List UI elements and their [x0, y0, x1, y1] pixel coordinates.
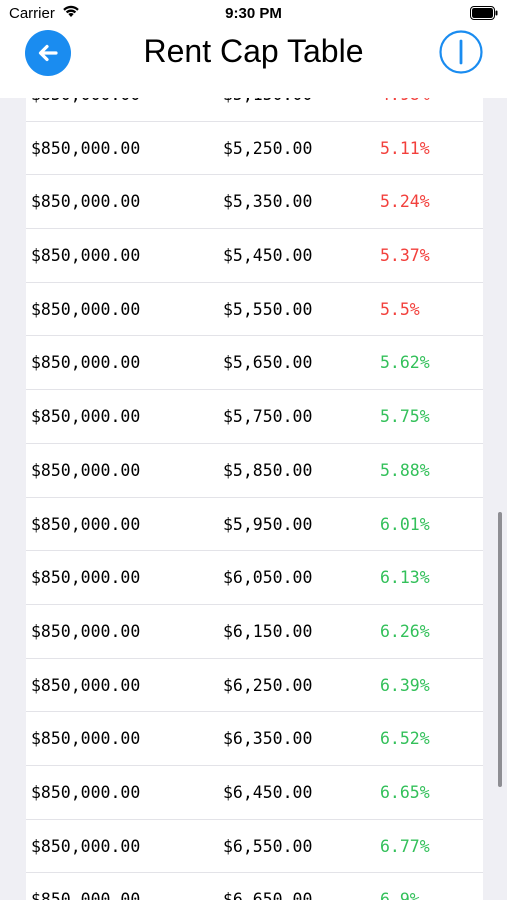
carrier-label: Carrier: [9, 5, 55, 22]
price-cell: $850,000.00: [31, 675, 141, 695]
rent-cell: $5,650.00: [223, 353, 313, 373]
page-title: Rent Cap Table: [143, 33, 364, 69]
rent-cell: $6,350.00: [223, 729, 313, 749]
cap-rate-cell: 6.26%: [380, 621, 430, 641]
wifi-icon: [63, 5, 79, 17]
rent-cell: $5,950.00: [223, 514, 313, 534]
table-row[interactable]: $850,000.00 $5,550.00 5.5%: [26, 283, 483, 337]
rent-cell: $5,350.00: [223, 192, 313, 212]
rent-cell: $5,450.00: [223, 246, 313, 266]
cap-rate-cell: 6.39%: [380, 675, 430, 695]
price-cell: $850,000.00: [31, 782, 141, 802]
rent-cell: $5,250.00: [223, 138, 313, 158]
table-row[interactable]: $850,000.00 $6,350.00 6.52%: [26, 712, 483, 766]
price-cell: $850,000.00: [31, 246, 141, 266]
price-cell: $850,000.00: [31, 98, 140, 104]
back-button[interactable]: [25, 30, 71, 76]
price-cell: $850,000.00: [31, 890, 141, 900]
table-row[interactable]: $850,000.00 $6,150.00 6.26%: [26, 605, 483, 659]
price-cell: $850,000.00: [31, 729, 141, 749]
rent-cell: $5,550.00: [223, 299, 313, 319]
price-cell: $850,000.00: [31, 138, 141, 158]
price-cell: $850,000.00: [31, 621, 141, 641]
navigation-bar: Rent Cap Table: [0, 28, 507, 98]
cap-rate-cell: 6.13%: [380, 568, 430, 588]
rent-cell: $5,850.00: [223, 460, 313, 480]
table-row[interactable]: $850,000.00 $5,350.00 5.24%: [26, 175, 483, 230]
rent-cell: $5,750.00: [223, 407, 313, 427]
cap-rate-cell: 6.65%: [380, 782, 430, 802]
cap-rate-cell: 6.77%: [380, 836, 430, 856]
scrollbar[interactable]: [498, 512, 502, 787]
rent-cell: $6,650.00: [223, 890, 313, 900]
info-button[interactable]: [438, 29, 484, 75]
table-row[interactable]: $850,000.00 $5,650.00 5.62%: [26, 336, 483, 391]
table-row[interactable]: $850,000.00 $5,850.00 5.88%: [26, 444, 483, 498]
table-row[interactable]: $850,000.00 $6,450.00 6.65%: [26, 766, 483, 820]
rent-cell: $5,150.00: [223, 98, 312, 104]
price-cell: $850,000.00: [31, 192, 141, 212]
table-row[interactable]: $850,000.00 $5,450.00 5.37%: [26, 229, 483, 283]
table-row[interactable]: $850,000.00 $5,750.00 5.75%: [26, 390, 483, 444]
battery-icon: [470, 6, 498, 20]
table-row[interactable]: $850,000.00 $5,150.00 4.98%: [26, 98, 483, 122]
cap-rate-cell: 5.75%: [380, 407, 430, 427]
price-cell: $850,000.00: [31, 568, 141, 588]
cap-rate-cell: 6.52%: [380, 729, 430, 749]
table-row[interactable]: $850,000.00 $6,550.00 6.77%: [26, 820, 483, 874]
table-row[interactable]: $850,000.00 $6,050.00 6.13%: [26, 551, 483, 605]
price-cell: $850,000.00: [31, 407, 141, 427]
rent-cap-table[interactable]: $850,000.00 $5,150.00 4.98% $850,000.00 $5,2…: [26, 98, 483, 900]
arrow-left-icon: [38, 44, 58, 62]
cap-rate-cell: 5.62%: [380, 353, 430, 373]
price-cell: $850,000.00: [31, 514, 141, 534]
rent-cell: $6,250.00: [223, 675, 313, 695]
table-row[interactable]: $850,000.00 $6,250.00 6.39%: [26, 659, 483, 713]
cap-rate-cell: 6.01%: [380, 514, 430, 534]
rent-cell: $6,150.00: [223, 621, 313, 641]
cap-rate-cell: 5.37%: [380, 246, 430, 266]
cap-rate-cell: 5.24%: [380, 192, 430, 212]
info-icon: [439, 30, 483, 74]
rent-cell: $6,050.00: [223, 568, 313, 588]
table-row[interactable]: $850,000.00 $5,950.00 6.01%: [26, 498, 483, 552]
price-cell: $850,000.00: [31, 299, 141, 319]
table-row[interactable]: $850,000.00 $6,650.00 6.9%: [26, 873, 483, 900]
cap-rate-cell: 5.5%: [380, 299, 420, 319]
price-cell: $850,000.00: [31, 836, 141, 856]
table-rows: $850,000.00 $5,150.00 4.98% $850,000.00 $5,2…: [26, 98, 483, 900]
cap-rate-cell: 4.98%: [380, 98, 430, 104]
cap-rate-cell: 5.11%: [380, 138, 430, 158]
price-cell: $850,000.00: [31, 460, 141, 480]
status-time: 9:30 PM: [225, 5, 282, 22]
price-cell: $850,000.00: [31, 353, 141, 373]
cap-rate-cell: 6.9%: [380, 890, 420, 900]
rent-cell: $6,550.00: [223, 836, 313, 856]
cap-rate-cell: 5.88%: [380, 460, 430, 480]
table-row[interactable]: $850,000.00 $5,250.00 5.11%: [26, 122, 483, 176]
rent-cell: $6,450.00: [223, 782, 313, 802]
status-bar: Carrier 9:30 PM: [0, 0, 507, 28]
